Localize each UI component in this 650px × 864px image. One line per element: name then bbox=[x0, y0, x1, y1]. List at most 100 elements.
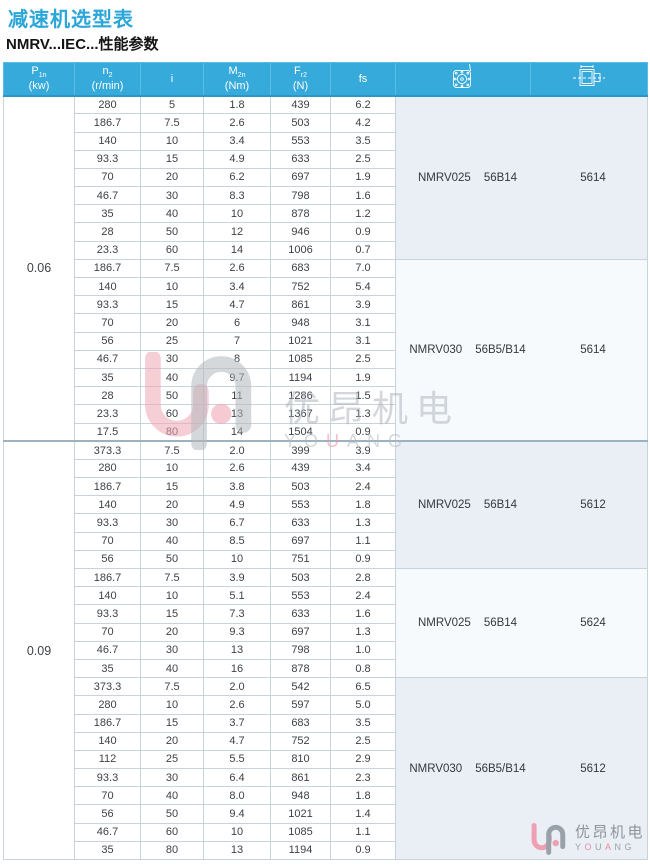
cell-fr2: 1021 bbox=[270, 804, 331, 824]
page-subtitle: NMRV...IEC...性能参数 bbox=[6, 36, 159, 53]
cell-m2n: 8.5 bbox=[203, 531, 271, 551]
cell-fs: 4.2 bbox=[330, 113, 396, 133]
cell-m2n: 3.4 bbox=[203, 277, 271, 297]
cell-m2n: 7.3 bbox=[203, 604, 271, 624]
cell-i: 7.5 bbox=[140, 568, 204, 588]
cell-fr2: 439 bbox=[270, 458, 331, 479]
cell-i: 15 bbox=[140, 477, 204, 497]
cell-m2n: 2.6 bbox=[203, 113, 271, 133]
cell-m2n: 12 bbox=[203, 222, 271, 242]
cell-i: 50 bbox=[140, 386, 204, 406]
motor-code: 5612 bbox=[580, 762, 606, 775]
cell-n2: 70 bbox=[74, 622, 141, 642]
cell-i: 80 bbox=[140, 422, 204, 442]
flange-spec: 56B5/B14 bbox=[475, 762, 526, 775]
cell-m2n: 2.6 bbox=[203, 258, 271, 279]
cell-m2n: 3.9 bbox=[203, 568, 271, 588]
cell-m2n: 14 bbox=[203, 422, 271, 442]
cell-fr2: 697 bbox=[270, 167, 331, 188]
gearbox-model: NMRV030 bbox=[409, 762, 463, 775]
cell-n2: 56 bbox=[74, 804, 141, 824]
table-row: 93.3 30 6.7 633 1.3 bbox=[4, 513, 648, 533]
cell-m2n: 13 bbox=[203, 840, 271, 861]
cell-i: 25 bbox=[140, 331, 204, 351]
flange-spec: 56B5/B14 bbox=[475, 344, 526, 357]
cell-fs: 1.1 bbox=[330, 822, 396, 842]
cell-fs: 6.2 bbox=[330, 94, 396, 115]
cell-fs: 2.9 bbox=[330, 749, 396, 770]
cell-i: 20 bbox=[140, 731, 204, 751]
cell-n2: 70 bbox=[74, 313, 141, 333]
cell-fs: 1.9 bbox=[330, 367, 396, 388]
cell-fr2: 553 bbox=[270, 586, 331, 606]
col-header-fs: fs bbox=[330, 61, 396, 97]
cell-fs: 5.0 bbox=[330, 695, 396, 715]
cell-fr2: 878 bbox=[270, 658, 331, 679]
cell-i: 30 bbox=[140, 513, 204, 533]
cell-n2: 93.3 bbox=[74, 513, 141, 533]
cell-n2: 70 bbox=[74, 167, 141, 188]
gearbox-model: NMRV025 bbox=[417, 617, 471, 630]
table-row: 140 10 3.4 752 5.4 bbox=[4, 277, 648, 297]
cell-fs: 3.5 bbox=[330, 713, 396, 733]
cell-n2: 56 bbox=[74, 549, 141, 570]
cell-m2n: 9.7 bbox=[203, 367, 271, 388]
table-row: 280 10 2.6 597 5.0 bbox=[4, 695, 648, 715]
table-row: 186.7 15 3.8 503 2.4 bbox=[4, 477, 648, 497]
cell-i: 10 bbox=[140, 458, 204, 479]
cell-i: 30 bbox=[140, 768, 204, 788]
cell-i: 50 bbox=[140, 549, 204, 570]
cell-i: 60 bbox=[140, 822, 204, 842]
cell-n2: 186.7 bbox=[74, 258, 141, 279]
cell-n2: 46.7 bbox=[74, 349, 141, 369]
table-row: 0.09 373.3 7.5 2.0 399 3.9 NMRV025 56B14 5612 bbox=[3, 440, 648, 861]
cell-fs: 0.8 bbox=[330, 658, 396, 679]
cell-i: 20 bbox=[140, 313, 204, 333]
cell-fr2: 878 bbox=[270, 204, 331, 224]
col-header-m2n: M2n (Nm) bbox=[203, 61, 271, 97]
cell-m2n: 4.7 bbox=[203, 295, 271, 315]
cell-i: 10 bbox=[140, 586, 204, 606]
cell-fr2: 752 bbox=[270, 731, 331, 751]
cell-i: 15 bbox=[140, 604, 204, 624]
cell-fr2: 751 bbox=[270, 549, 331, 570]
cell-n2: 112 bbox=[74, 749, 141, 770]
table-row: 56 50 9.4 1021 1.4 bbox=[4, 804, 648, 824]
cell-i: 25 bbox=[140, 749, 204, 770]
cell-i: 30 bbox=[140, 349, 204, 369]
cell-i: 60 bbox=[140, 240, 204, 260]
cell-i: 10 bbox=[140, 277, 204, 297]
table-row: 23.3 60 14 1006 0.7 bbox=[4, 240, 648, 260]
cell-fr2: 633 bbox=[270, 149, 331, 169]
cell-n2: 140 bbox=[74, 731, 141, 751]
cell-i: 30 bbox=[140, 640, 204, 660]
cell-n2: 46.7 bbox=[74, 822, 141, 842]
cell-fs: 2.4 bbox=[330, 586, 396, 606]
cell-i: 15 bbox=[140, 149, 204, 169]
gearbox-model-cell: NMRV025 56B14 5624 bbox=[395, 568, 648, 679]
cell-fs: 3.9 bbox=[330, 295, 396, 315]
cell-fs: 3.4 bbox=[330, 458, 396, 479]
cell-fs: 3.5 bbox=[330, 131, 396, 151]
cell-fr2: 1367 bbox=[270, 404, 331, 424]
cell-fr2: 1021 bbox=[270, 331, 331, 351]
cell-fr2: 503 bbox=[270, 477, 331, 497]
cell-m2n: 16 bbox=[203, 658, 271, 679]
cell-i: 60 bbox=[140, 404, 204, 424]
table-row: 186.7 7.5 3.9 503 2.8 NMRV025 56B14 5624 bbox=[4, 568, 648, 679]
cell-fs: 0.9 bbox=[330, 549, 396, 570]
table-row: 0.06 280 5 1.8 439 6.2 NMRV025 56B14 5614 bbox=[3, 94, 648, 442]
cell-fs: 1.9 bbox=[330, 167, 396, 188]
cell-fs: 1.6 bbox=[330, 186, 396, 206]
table-row: 93.3 15 4.7 861 3.9 bbox=[4, 295, 648, 315]
motor-code: 5624 bbox=[580, 617, 606, 630]
cell-fr2: 697 bbox=[270, 622, 331, 642]
cell-fs: 0.9 bbox=[330, 840, 396, 861]
cell-m2n: 3.4 bbox=[203, 131, 271, 151]
gearbox-model: NMRV030 bbox=[409, 344, 463, 357]
cell-m2n: 14 bbox=[203, 240, 271, 260]
table-row: 140 20 4.9 553 1.8 bbox=[4, 495, 648, 515]
cell-m2n: 2.6 bbox=[203, 695, 271, 715]
cell-n2: 140 bbox=[74, 277, 141, 297]
cell-i: 15 bbox=[140, 713, 204, 733]
